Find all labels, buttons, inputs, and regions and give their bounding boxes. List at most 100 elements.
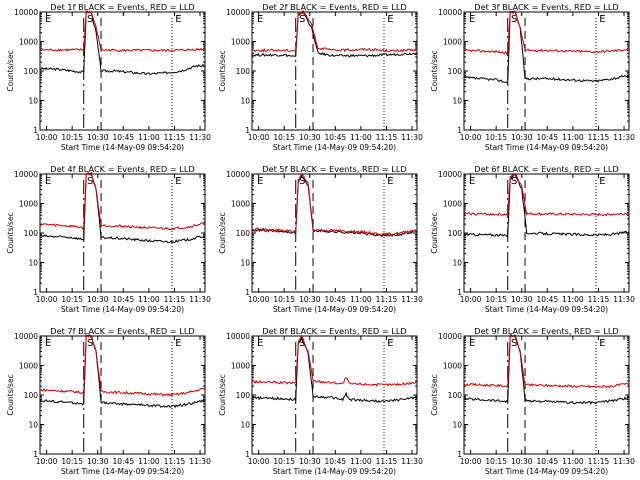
y-tick-label: 100 — [448, 67, 463, 76]
x-tick-label: 10:30 — [511, 457, 533, 466]
y-tick-label: 1000 — [443, 38, 462, 47]
x-tick-label: 10:30 — [87, 133, 109, 142]
x-tick-label: 11:15 — [588, 295, 610, 304]
x-tick-label: 10:30 — [511, 295, 533, 304]
y-tick-label: 1 — [457, 288, 462, 297]
series-events — [39, 334, 206, 409]
y-tick-label: 10000 — [226, 170, 250, 179]
y-tick-label: 1 — [245, 450, 250, 459]
marker-label-s: S — [87, 338, 93, 349]
plot-frame — [251, 335, 418, 455]
x-tick-label: 11:00 — [138, 457, 160, 466]
x-tick-label: 11:00 — [350, 457, 372, 466]
x-tick-label: 10:15 — [61, 457, 83, 466]
panel-title: Det 3f BLACK = Events, RED = LLD — [474, 2, 618, 12]
y-axis-label: Counts/sec — [430, 50, 439, 91]
x-tick-label: 10:45 — [325, 457, 347, 466]
marker-label-e: E — [599, 14, 605, 25]
plot-frame — [39, 173, 206, 293]
marker-label-s: S — [511, 338, 517, 349]
x-tick-label: 11:00 — [562, 295, 584, 304]
y-tick-label: 1000 — [19, 200, 38, 209]
x-axis-label: Start Time (14-May-09 09:54:20) — [485, 143, 608, 152]
marker-label-s: S — [299, 338, 305, 349]
series-events — [463, 10, 630, 86]
y-tick-label: 10 — [28, 421, 38, 430]
x-axis-label: Start Time (14-May-09 09:54:20) — [273, 143, 396, 152]
y-tick-label: 10 — [452, 259, 462, 268]
x-tick-label: 10:00 — [36, 295, 58, 304]
marker-label-e: E — [45, 338, 51, 349]
panel-title: Det 7f BLACK = Events, RED = LLD — [50, 326, 194, 336]
x-tick-label: 10:00 — [460, 133, 482, 142]
x-tick-label: 10:45 — [537, 133, 559, 142]
x-tick-label: 10:00 — [36, 133, 58, 142]
plot-frame — [463, 11, 630, 131]
x-tick-label: 11:00 — [350, 295, 372, 304]
series-lld — [39, 172, 206, 231]
y-tick-label: 10000 — [14, 170, 38, 179]
x-tick-label: 10:15 — [273, 457, 295, 466]
x-tick-label: 11:30 — [401, 133, 423, 142]
y-tick-label: 1 — [457, 450, 462, 459]
y-tick-label: 1000 — [443, 200, 462, 209]
plot-frame — [251, 11, 418, 131]
series-lld — [251, 334, 418, 387]
marker-label-e: E — [599, 338, 605, 349]
x-tick-label: 10:30 — [299, 295, 321, 304]
panel-title: Det 8f BLACK = Events, RED = LLD — [262, 326, 406, 336]
y-tick-label: 1000 — [231, 362, 250, 371]
y-axis-label: Counts/sec — [430, 212, 439, 253]
x-tick-label: 10:00 — [248, 295, 270, 304]
y-axis-label: Counts/sec — [6, 374, 15, 415]
x-tick-label: 10:45 — [537, 295, 559, 304]
y-tick-label: 1 — [245, 126, 250, 135]
x-tick-label: 11:15 — [376, 457, 398, 466]
x-tick-label: 10:00 — [36, 457, 58, 466]
x-tick-label: 11:15 — [376, 295, 398, 304]
y-axis-label: Counts/sec — [6, 50, 15, 91]
panel-title: Det 2f BLACK = Events, RED = LLD — [262, 2, 406, 12]
marker-label-e: E — [387, 14, 393, 25]
y-tick-label: 10000 — [14, 332, 38, 341]
x-tick-label: 11:00 — [350, 133, 372, 142]
panel-det-7: Det 7f BLACK = Events, RED = LLD 1 10 100 10… — [6, 326, 211, 476]
y-tick-label: 1 — [33, 126, 38, 135]
x-tick-label: 10:30 — [87, 457, 109, 466]
panel-det-1: Det 1f BLACK = Events, RED = LLD 1 10 100 10… — [6, 2, 211, 152]
x-tick-label: 11:30 — [189, 457, 211, 466]
x-axis-label: Start Time (14-May-09 09:54:20) — [61, 143, 184, 152]
x-tick-label: 10:15 — [485, 133, 507, 142]
y-tick-label: 10 — [240, 97, 250, 106]
series-events — [252, 173, 418, 238]
x-tick-label: 10:00 — [460, 295, 482, 304]
x-axis-label: Start Time (14-May-09 09:54:20) — [61, 467, 184, 476]
y-axis-label: Counts/sec — [218, 212, 227, 253]
y-tick-label: 10000 — [438, 170, 462, 179]
marker-label-e: E — [175, 338, 181, 349]
x-tick-label: 11:30 — [189, 295, 211, 304]
panel-det-8: Det 8f BLACK = Events, RED = LLD 1 10 100 10… — [218, 326, 423, 476]
x-tick-label: 11:00 — [138, 295, 160, 304]
series-lld — [463, 10, 630, 55]
x-tick-label: 10:45 — [113, 295, 135, 304]
marker-label-s: S — [299, 14, 305, 25]
marker-label-e: E — [387, 176, 393, 187]
y-tick-label: 10000 — [438, 332, 462, 341]
x-tick-label: 11:30 — [401, 295, 423, 304]
y-tick-label: 10 — [452, 97, 462, 106]
panel-title: Det 1f BLACK = Events, RED = LLD — [50, 2, 194, 12]
x-tick-label: 10:15 — [485, 457, 507, 466]
panel-det-5: Det 5f BLACK = Events, RED = LLD 1 10 100 10… — [218, 164, 423, 314]
x-tick-label: 10:30 — [87, 295, 109, 304]
x-axis-label: Start Time (14-May-09 09:54:20) — [485, 467, 608, 476]
y-axis-label: Counts/sec — [6, 212, 15, 253]
panel-title: Det 6f BLACK = Events, RED = LLD — [474, 164, 618, 174]
x-tick-label: 11:30 — [401, 457, 423, 466]
y-tick-label: 100 — [236, 67, 251, 76]
series-events — [463, 334, 630, 405]
y-tick-label: 100 — [448, 229, 463, 238]
marker-label-e: E — [469, 338, 475, 349]
series-events — [251, 335, 418, 403]
panel-title: Det 5f BLACK = Events, RED = LLD — [262, 164, 406, 174]
